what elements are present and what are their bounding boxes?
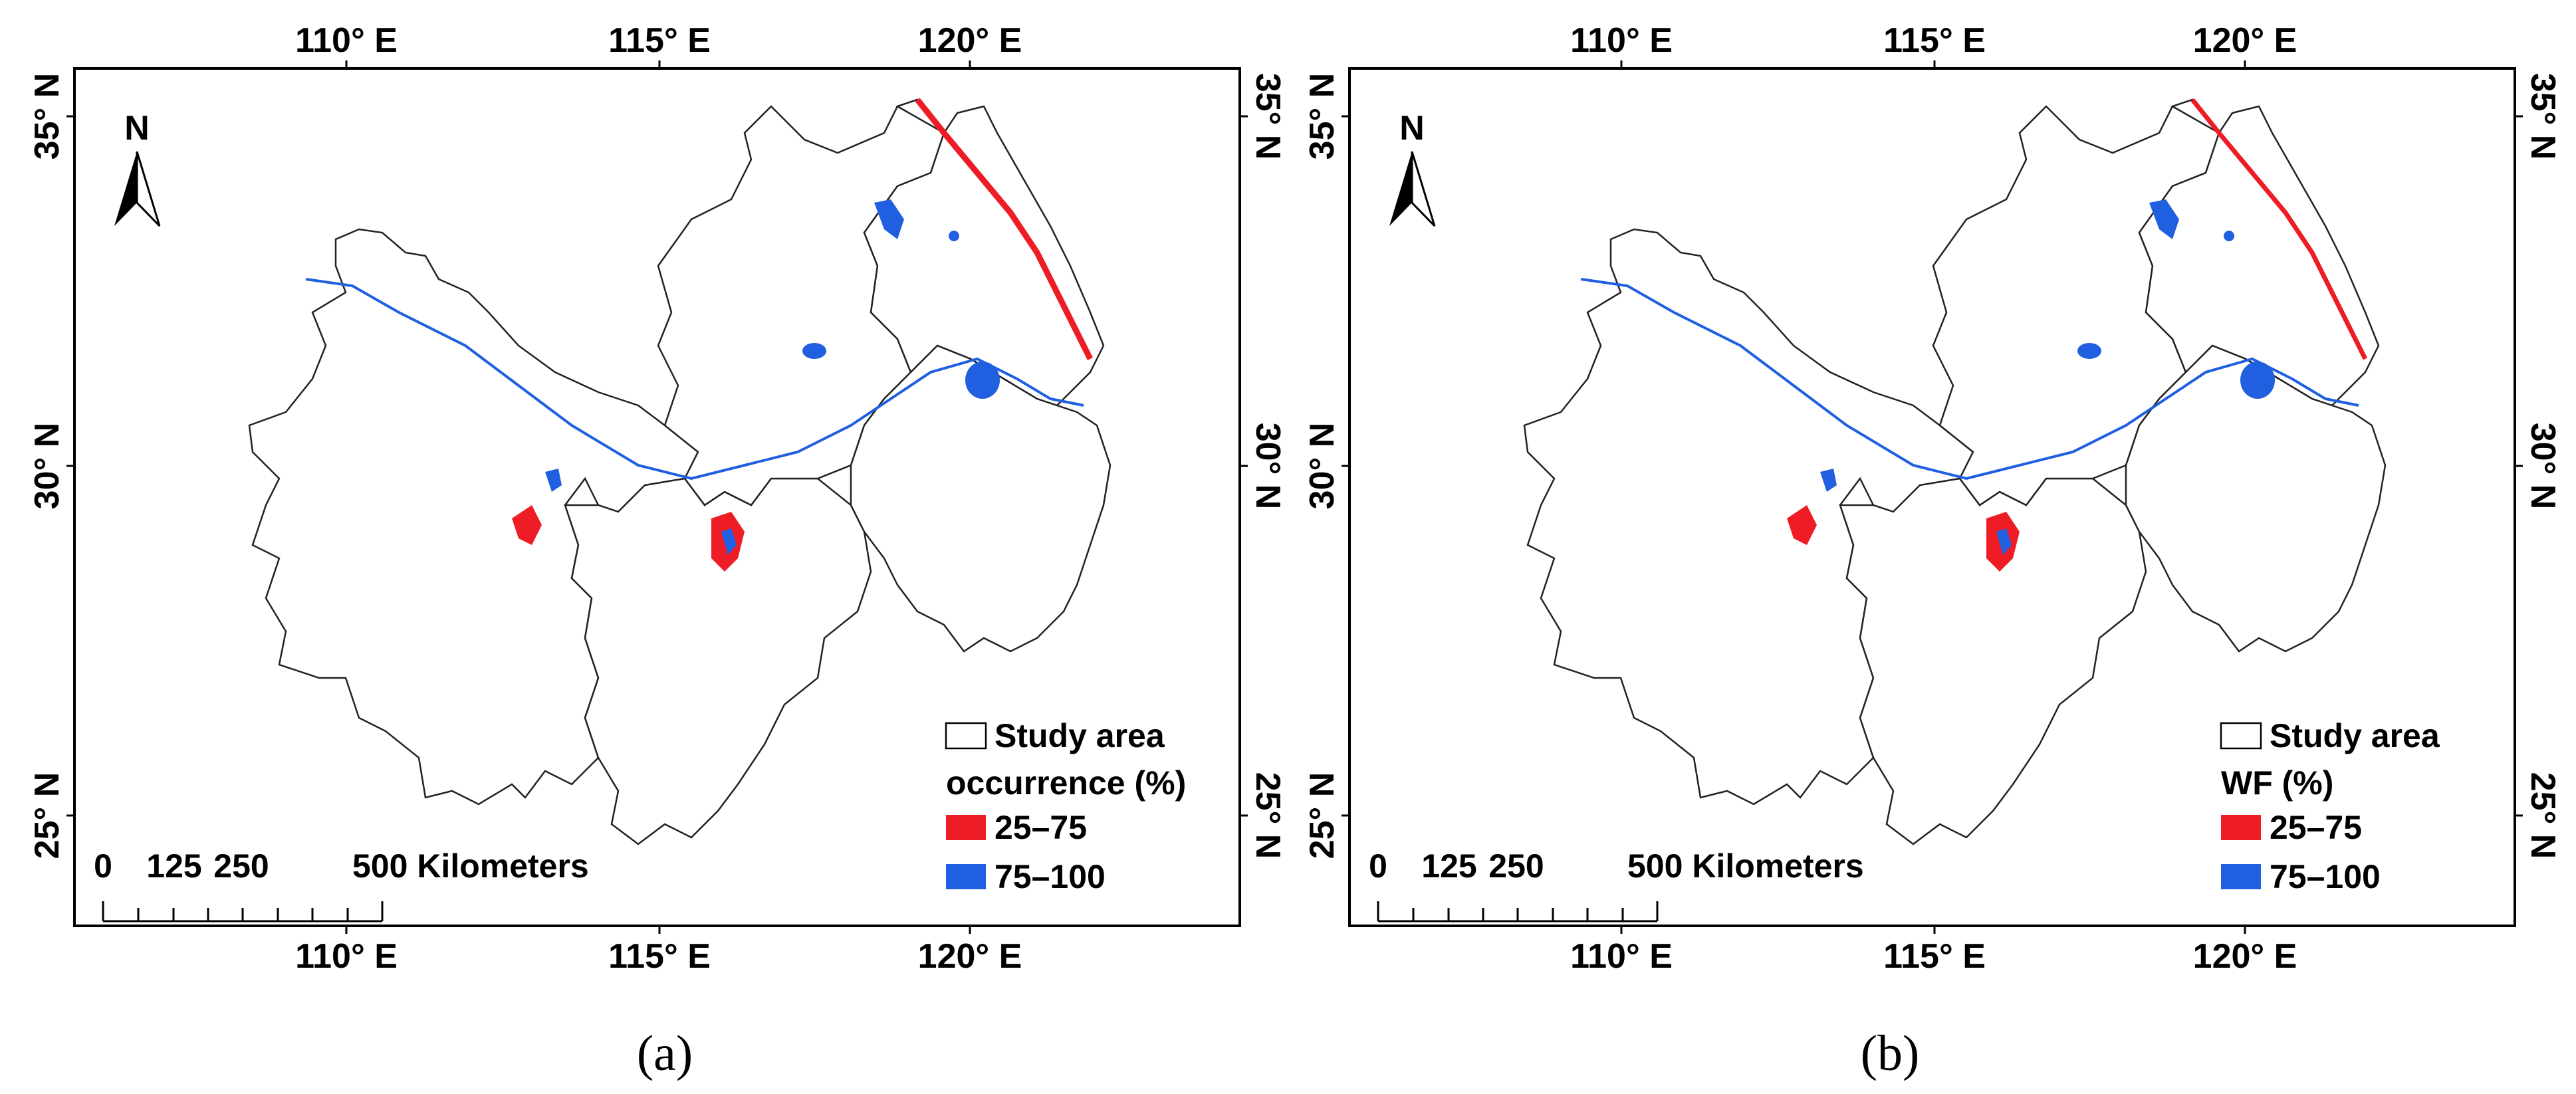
bottom-lon-label: 120° E [918,937,1022,976]
study-area-boundary [1523,98,2387,845]
province-zhejiang [850,344,1112,653]
north-arrow-right [1411,151,1436,227]
top-lon-label: 110° E [1570,21,1673,60]
right-lat-label: 30° N [2523,423,2562,510]
left-lat-label: 30° N [1303,423,1342,510]
top-lon-label: 115° E [1883,21,1986,60]
legend-red-label: 25–75 [995,809,1087,846]
map-figure-a: 110° E 115° E 120° E 110° E 115° E 120° … [28,21,1287,1081]
water-frequency-layer [1580,98,2368,572]
right-lat-label: 35° N [2523,73,2562,160]
province-zhejiang [2125,344,2387,653]
map-frame [1348,67,2516,927]
top-lon-label: 110° E [295,21,398,60]
legend: Study area WF (%) 25–75 75–100 [2220,717,2440,895]
map-panel-a: 110° E 115° E 120° E 110° E 115° E 120° … [28,21,1287,1081]
legend-red-label: 25–75 [2270,809,2362,846]
north-arrow-left [1389,152,1412,226]
legend-blue-label: 75–100 [2270,858,2381,895]
coastline-red [915,98,1094,361]
lake-dongting-blue [545,469,562,492]
scale-bar: 0 125 250 500 Kilometers [1369,847,1864,923]
water-occurrence-layer [305,98,1094,572]
right-lat-label: 35° N [1248,73,1287,160]
bottom-lon-label: 120° E [2193,937,2297,976]
legend-red-swatch [946,815,986,840]
lake-taihu [965,362,1000,399]
panel-label: (a) [637,1026,693,1081]
lake-hongze [2149,199,2179,239]
right-lat-label: 25° N [2523,772,2562,859]
scale-label-250: 250 [213,847,269,885]
legend-study-area-label: Study area [995,717,1165,754]
study-area-boundary [248,98,1112,845]
bottom-lon-label: 115° E [608,937,711,976]
bottom-lon-label: 115° E [1883,937,1986,976]
lake-chaohu [2077,343,2101,359]
scale-label-125: 125 [1421,847,1476,885]
lake-taihu [2240,362,2275,399]
legend-blue-label: 75–100 [995,858,1106,895]
panel-label: (b) [1861,1026,1920,1081]
map-panel-b: 110° E 115° E 120° E 110° E 115° E 120° … [1275,0,2563,1094]
lake-dongting-red [1787,505,1817,545]
province-hubei-hunan [248,228,699,806]
scale-label-125: 125 [146,847,201,885]
lake-poyang-blue [721,528,737,555]
left-lat-label: 25° N [28,772,66,859]
scale-label-500: 500 Kilometers [352,847,589,885]
lake-chaohu [802,343,826,359]
lake-gaoyou [949,231,959,241]
province-hubei-hunan [1523,228,1974,806]
lake-hongze [874,199,904,239]
lake-poyang-blue [1996,528,2012,555]
left-lat-label: 35° N [1303,73,1342,160]
scale-label-250: 250 [1488,847,1544,885]
right-lat-label: 30° N [1248,423,1287,510]
top-lon-label: 115° E [608,21,711,60]
legend-study-area-label: Study area [2270,717,2440,754]
north-arrow-label: N [124,109,150,148]
scale-label-0: 0 [94,847,112,885]
legend-title: occurrence (%) [946,764,1186,802]
legend-blue-swatch [946,864,986,889]
north-arrow-left [114,152,137,226]
left-lat-label: 25° N [1303,772,1342,859]
scale-bar: 0 125 250 500 Kilometers [94,847,589,923]
north-arrow-right [136,151,161,227]
lake-gaoyou [2224,231,2234,241]
bottom-lon-label: 110° E [295,937,398,976]
scale-label-0: 0 [1369,847,1387,885]
left-lat-label: 30° N [28,423,66,510]
north-arrow: N [114,109,161,227]
map-frame [73,67,1241,927]
legend-red-swatch [2221,815,2261,840]
left-lat-label: 35° N [28,73,66,160]
right-lat-label: 25° N [1248,772,1287,859]
top-lon-label: 120° E [918,21,1022,60]
legend: Study area occurrence (%) 25–75 75–100 [945,717,1186,895]
legend-study-area-swatch [945,722,987,750]
legend-blue-swatch [2221,864,2261,889]
lake-dongting-blue [1820,469,1837,492]
lake-dongting-red [512,505,542,545]
north-arrow: N [1389,109,1436,227]
coastline-red [2190,98,2368,360]
scale-label-500: 500 Kilometers [1627,847,1864,885]
north-arrow-label: N [1399,109,1425,148]
bottom-lon-label: 110° E [1570,937,1673,976]
legend-study-area-swatch [2220,722,2262,750]
map-figure-b: 110° E 115° E 120° E 110° E 115° E 120° … [1303,21,2562,1081]
top-lon-label: 120° E [2193,21,2297,60]
legend-title: WF (%) [2221,764,2333,802]
